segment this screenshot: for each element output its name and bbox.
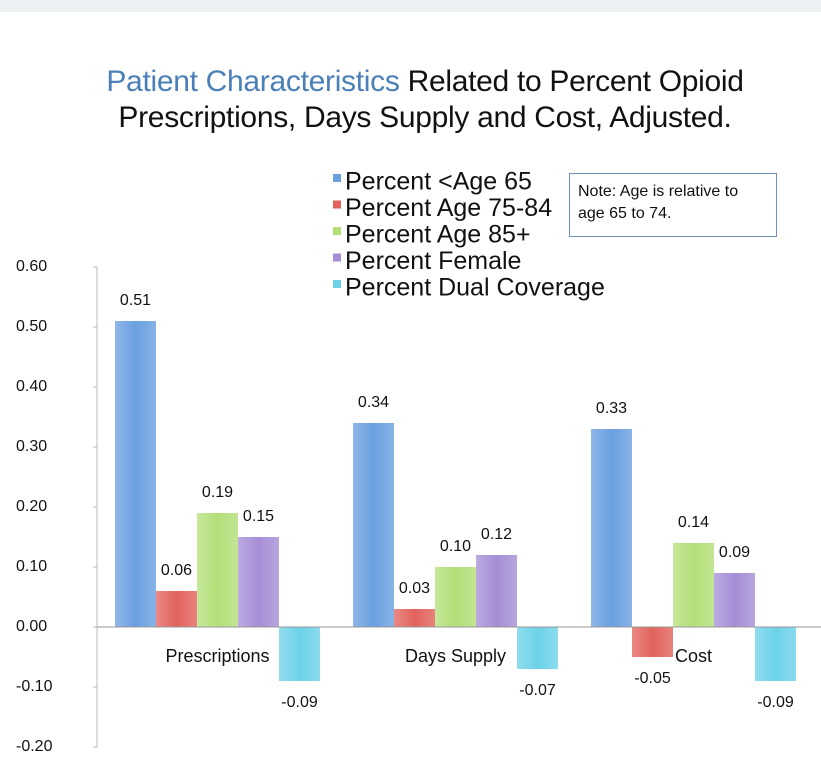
- data-label: 0.14: [678, 514, 709, 531]
- legend-label: Percent Female: [345, 247, 521, 275]
- bar: [238, 537, 279, 627]
- bar: [714, 573, 755, 627]
- data-label: 0.12: [481, 526, 512, 543]
- title-rest: Related to Percent Opioid Prescriptions,…: [118, 65, 744, 134]
- data-label: -0.09: [757, 694, 794, 711]
- bar: [591, 429, 632, 627]
- data-label: 0.06: [161, 562, 192, 579]
- data-label: -0.09: [281, 694, 318, 711]
- bar: [279, 627, 320, 681]
- data-label: 0.10: [440, 538, 471, 555]
- bar: [435, 567, 476, 627]
- top-strip: [0, 0, 821, 12]
- data-label: 0.15: [243, 508, 274, 525]
- bar: [632, 627, 673, 657]
- bar: [755, 627, 796, 681]
- legend-swatch: [333, 280, 341, 288]
- y-tick-label: 0.40: [16, 378, 47, 395]
- x-tick-label: Cost: [675, 646, 712, 666]
- title-lead: Patient Characteristics: [106, 65, 400, 98]
- data-label: 0.34: [358, 394, 389, 411]
- bar: [517, 627, 558, 669]
- legend-swatch: [333, 200, 341, 209]
- bar: [156, 591, 197, 627]
- bar: [394, 609, 435, 627]
- data-label: 0.19: [202, 484, 233, 501]
- y-tick-label: 0.10: [16, 558, 47, 575]
- y-tick-label: 0.30: [16, 438, 47, 455]
- bar: [353, 423, 394, 627]
- legend-swatch: [333, 174, 341, 182]
- note: Note: Age is relative to age 65 to 74.: [569, 173, 777, 237]
- chart-title: Patient Characteristics Related to Perce…: [60, 64, 790, 136]
- data-label: 0.03: [399, 580, 430, 597]
- bar: [476, 555, 517, 627]
- legend-swatch: [333, 253, 341, 262]
- legend-label: Percent <Age 65: [345, 168, 532, 196]
- y-tick-label: -0.20: [16, 738, 53, 755]
- legend-swatch: [333, 227, 341, 235]
- bar: [197, 513, 238, 627]
- data-label: 0.51: [120, 292, 151, 309]
- y-tick-label: -0.10: [16, 678, 53, 695]
- x-tick-label: Prescriptions: [165, 646, 269, 666]
- y-tick-label: 0.50: [16, 318, 47, 335]
- data-label: 0.09: [719, 544, 750, 561]
- y-tick-label: 0.60: [16, 258, 47, 275]
- legend-label: Percent Dual Coverage: [345, 274, 605, 302]
- legend-label: Percent Age 75-84: [345, 194, 552, 222]
- data-label: 0.33: [596, 400, 627, 417]
- y-tick-label: 0.00: [16, 618, 47, 635]
- bar: [673, 543, 714, 627]
- data-label: -0.05: [634, 670, 671, 687]
- bar: [115, 321, 156, 627]
- legend-label: Percent Age 85+: [345, 221, 531, 249]
- x-tick-label: Days Supply: [405, 646, 506, 666]
- data-label: -0.07: [519, 682, 556, 699]
- y-tick-label: 0.20: [16, 498, 47, 515]
